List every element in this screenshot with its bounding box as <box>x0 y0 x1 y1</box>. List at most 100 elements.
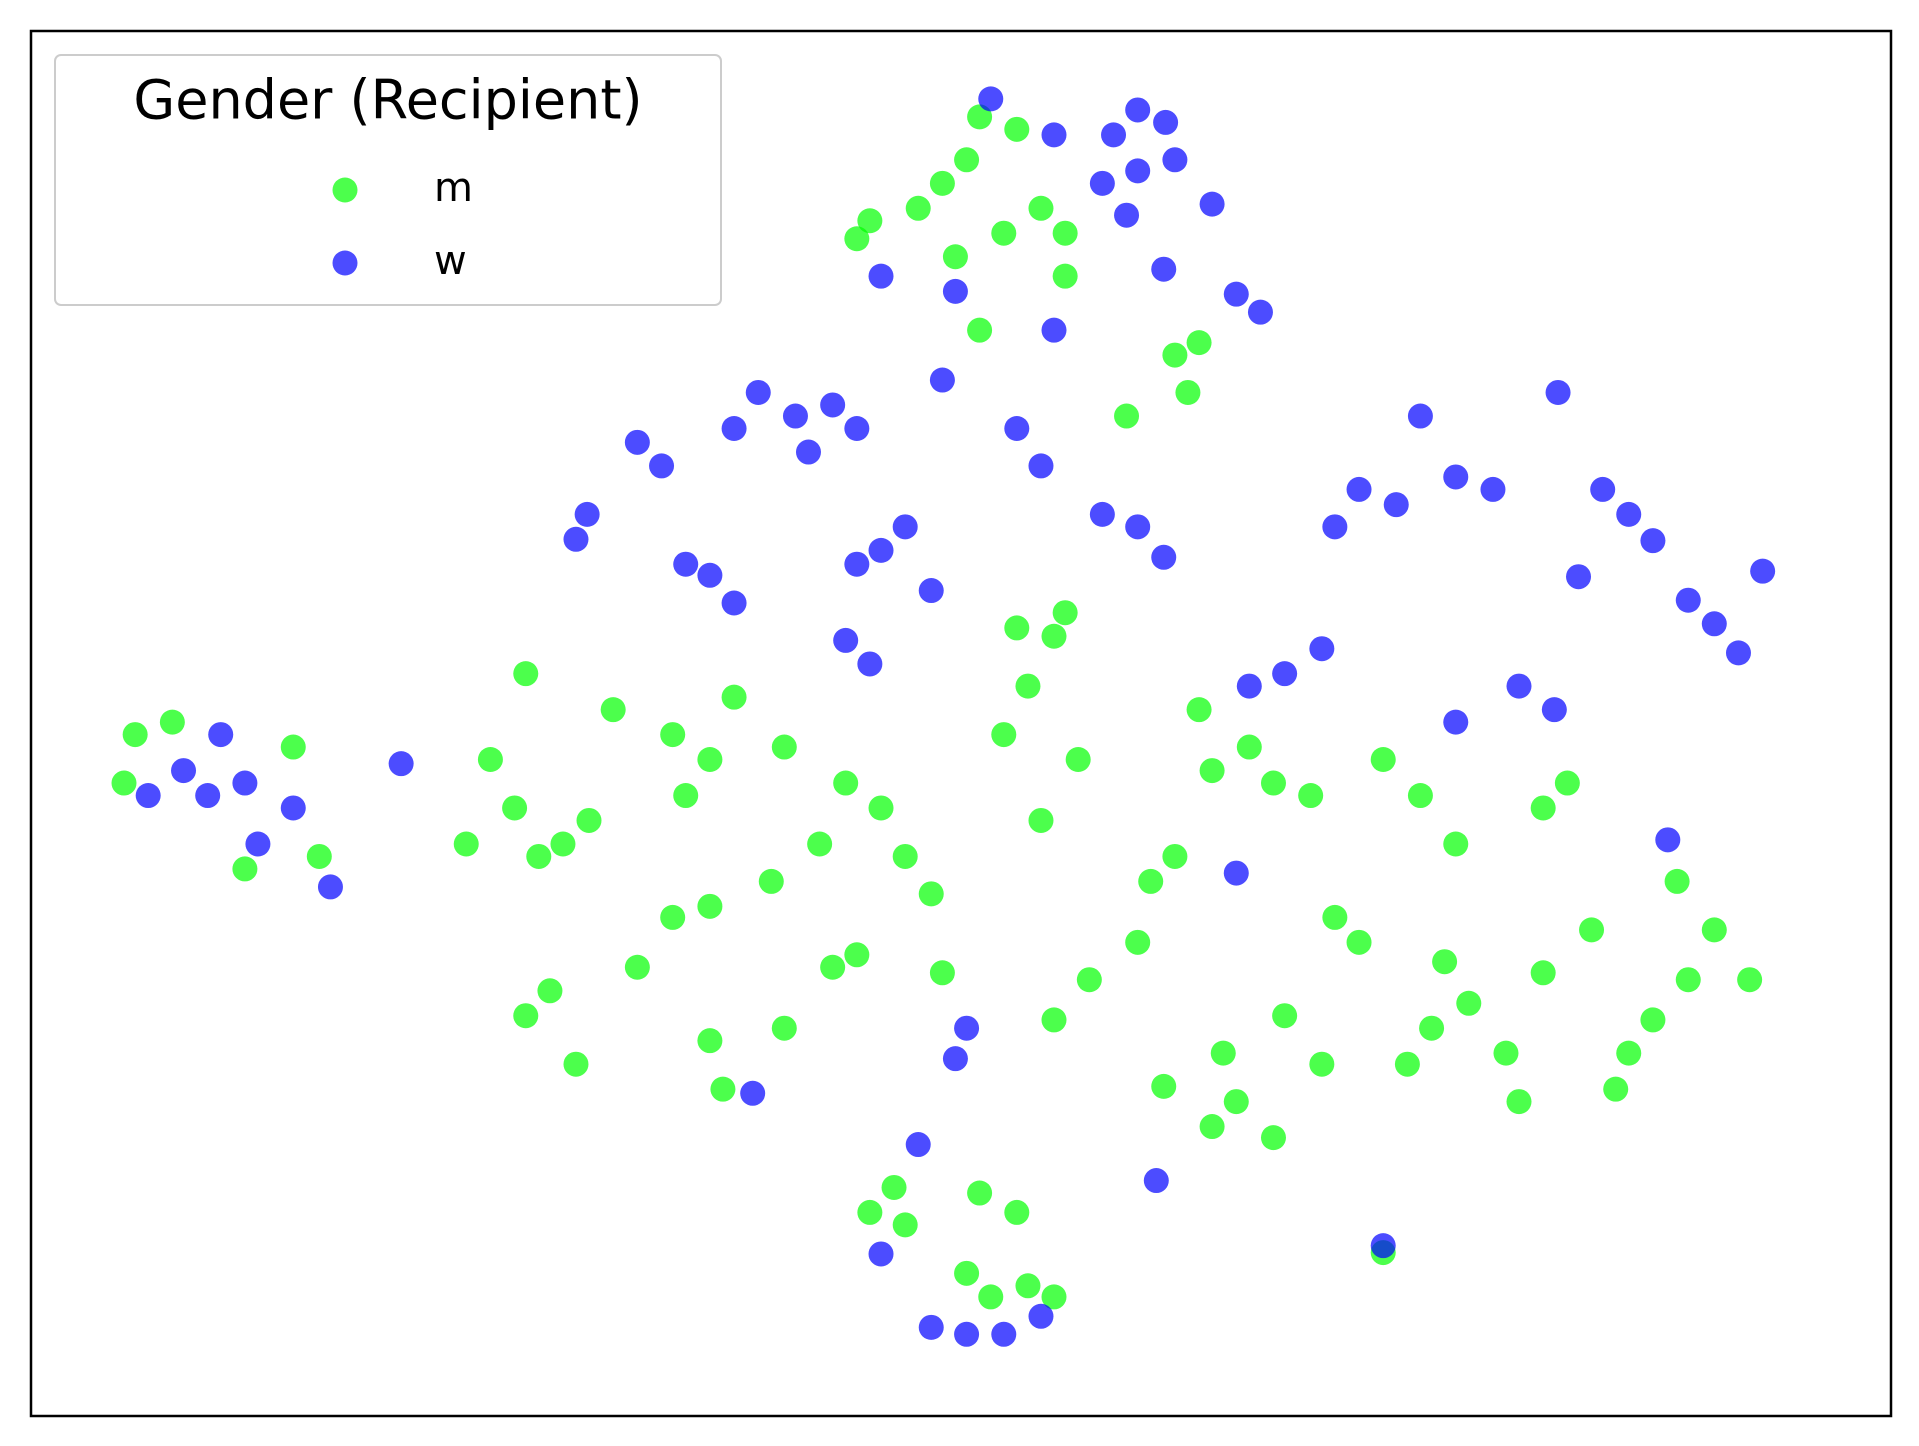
point <box>795 439 821 465</box>
point <box>1530 795 1556 821</box>
point <box>280 795 306 821</box>
point <box>868 1241 894 1267</box>
point <box>1052 263 1078 289</box>
point <box>807 831 833 857</box>
point <box>1616 1040 1642 1066</box>
plot-frame <box>29 29 1893 1418</box>
point <box>208 722 234 748</box>
point <box>881 1174 907 1200</box>
point <box>1151 1073 1177 1099</box>
point <box>111 770 137 796</box>
point <box>1101 122 1127 148</box>
point <box>1370 747 1396 773</box>
point <box>159 709 185 735</box>
point <box>929 170 955 196</box>
point <box>1015 673 1041 699</box>
point <box>1028 807 1054 833</box>
point <box>280 734 306 760</box>
point <box>868 263 894 289</box>
point <box>868 537 894 563</box>
point <box>537 978 563 1004</box>
point <box>1223 281 1249 307</box>
point <box>245 831 271 857</box>
point <box>1052 600 1078 626</box>
point <box>1223 860 1249 886</box>
point <box>1041 317 1067 343</box>
point <box>844 551 870 577</box>
point <box>232 856 258 882</box>
point <box>526 843 552 869</box>
legend-label: w <box>434 238 467 284</box>
point <box>929 960 955 986</box>
point <box>1125 97 1151 123</box>
legend-label: m <box>434 165 473 211</box>
point <box>918 578 944 604</box>
point <box>1065 747 1091 773</box>
point <box>942 1046 968 1072</box>
point <box>1309 636 1335 662</box>
point <box>1394 1051 1420 1077</box>
point <box>502 795 528 821</box>
point <box>745 379 771 405</box>
point <box>1089 501 1115 527</box>
point <box>954 1015 980 1041</box>
point <box>697 562 723 588</box>
point <box>954 1321 980 1347</box>
point <box>673 783 699 809</box>
point <box>1186 697 1212 723</box>
point <box>978 86 1004 112</box>
legend-box <box>54 54 722 306</box>
point <box>978 1284 1004 1310</box>
point <box>844 415 870 441</box>
point <box>967 1180 993 1206</box>
point <box>1322 514 1348 540</box>
point <box>574 501 600 527</box>
point <box>1407 403 1433 429</box>
point <box>1125 929 1151 955</box>
point <box>388 751 414 777</box>
point <box>135 783 161 809</box>
point <box>918 881 944 907</box>
point <box>844 226 870 252</box>
point <box>660 904 686 930</box>
point <box>1272 1003 1298 1029</box>
point <box>1153 109 1179 135</box>
point <box>1175 379 1201 405</box>
point <box>942 278 968 304</box>
point <box>1309 1051 1335 1077</box>
point <box>1566 564 1592 590</box>
point <box>1199 191 1225 217</box>
point <box>857 208 883 234</box>
point <box>991 722 1017 748</box>
point <box>1138 868 1164 894</box>
point <box>1480 476 1506 502</box>
point <box>317 874 343 900</box>
point <box>1260 770 1286 796</box>
point <box>453 831 479 857</box>
point <box>1151 544 1177 570</box>
point <box>1041 122 1067 148</box>
point <box>1186 330 1212 356</box>
point <box>1655 827 1681 853</box>
point <box>1506 1089 1532 1115</box>
point <box>1750 558 1776 584</box>
point <box>868 795 894 821</box>
point <box>1590 476 1616 502</box>
point <box>758 868 784 894</box>
point <box>600 697 626 723</box>
point <box>1223 1089 1249 1115</box>
point <box>1506 673 1532 699</box>
point <box>1004 415 1030 441</box>
point <box>942 244 968 270</box>
point <box>1052 220 1078 246</box>
point <box>710 1076 736 1102</box>
point <box>1443 464 1469 490</box>
point <box>1737 967 1763 993</box>
point <box>1298 783 1324 809</box>
point <box>1664 868 1690 894</box>
point <box>1236 734 1262 760</box>
point <box>918 1314 944 1340</box>
point <box>1322 904 1348 930</box>
point <box>844 942 870 968</box>
